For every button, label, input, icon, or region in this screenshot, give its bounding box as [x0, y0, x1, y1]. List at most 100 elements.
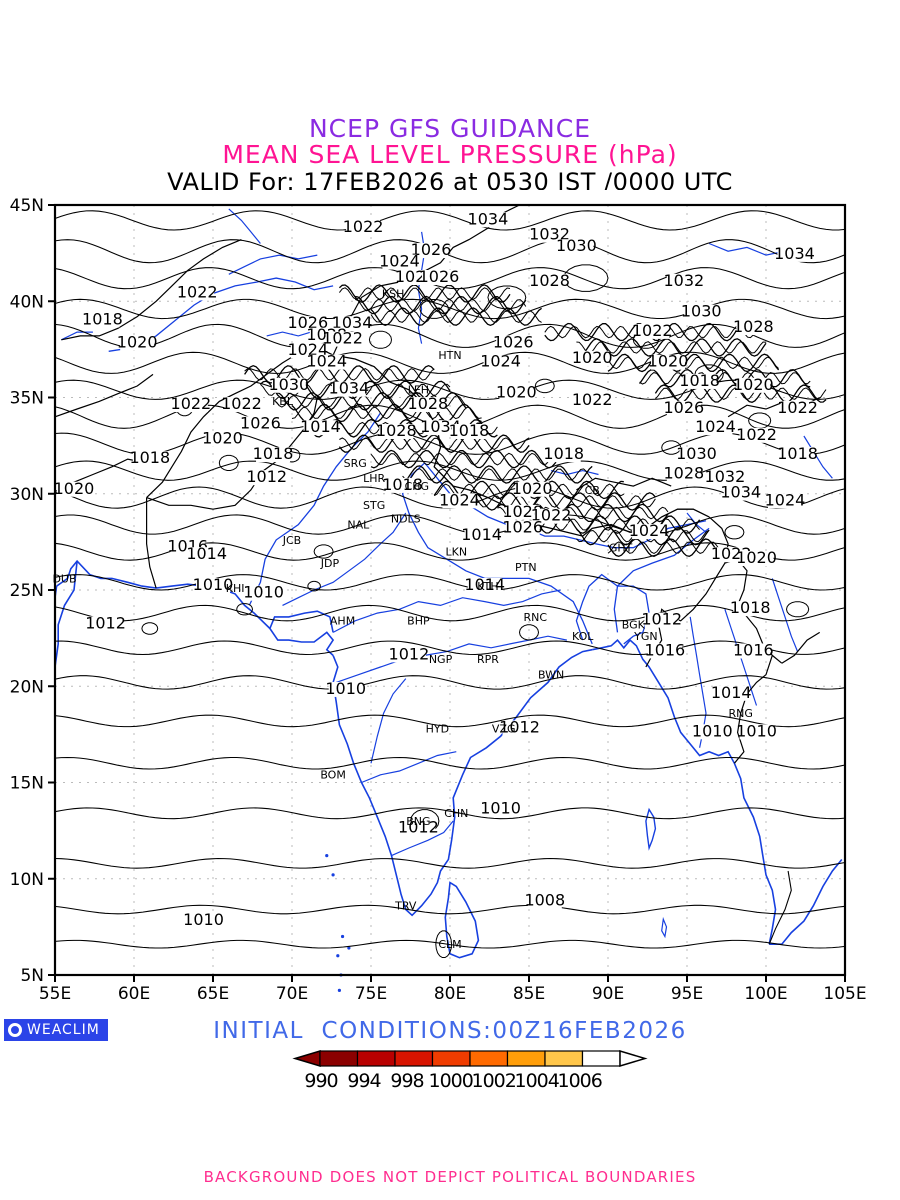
colorbar-segment [581, 1050, 621, 1067]
station-label: KTH [477, 580, 498, 593]
label-mask [401, 820, 436, 836]
label-mask [679, 447, 714, 463]
contour-cell [518, 624, 540, 641]
contour-label: 1024 [306, 352, 347, 371]
title-line-variable: MEAN SEA LEVEL PRESSURE (hPa) [222, 140, 678, 169]
contour-label: 1026 [287, 313, 328, 332]
label-mask [736, 643, 771, 659]
contour-label: 1016 [733, 640, 774, 659]
contour-label: 1024 [629, 521, 670, 540]
label-mask [644, 612, 679, 628]
contour-label: 1020 [512, 479, 553, 498]
label-mask [736, 377, 771, 393]
contour-label: 1030 [268, 375, 309, 394]
contour-label: 1034 [332, 313, 373, 332]
contour-label: 1020 [54, 479, 95, 498]
contour-label: 1028 [408, 394, 449, 413]
station-label: HYD [426, 722, 449, 735]
station-label: BGK [622, 619, 646, 632]
contour-label: 1026 [502, 517, 543, 536]
contour-cell [307, 580, 321, 592]
contour-line [607, 356, 779, 370]
contour-cell [313, 544, 334, 559]
label-mask [505, 504, 540, 520]
label-mask [780, 400, 815, 416]
mekong-river [771, 578, 799, 652]
station-label: RPR [477, 653, 499, 666]
label-mask [290, 343, 325, 359]
colorbar-tick: 1002 [471, 1070, 517, 1092]
y-tick-label: 5N [20, 966, 44, 986]
contour-label: 1018 [82, 309, 123, 328]
contour-label: 1022 [221, 394, 262, 413]
label-mask [467, 578, 502, 593]
label-mask [651, 354, 686, 370]
contour-label: 1026 [240, 413, 281, 432]
contour-line [54, 267, 846, 290]
label-mask [249, 470, 284, 486]
weather-map[interactable]: 1022 1034 1032 1030 1034 1026 1024 1028 1026 1028… [0, 190, 900, 1000]
contour-label: 1034 [468, 209, 509, 228]
x-tick-label: 75E [355, 984, 387, 1000]
label-mask [496, 335, 531, 351]
label-mask [205, 431, 240, 447]
bangladesh-boundary [575, 573, 650, 645]
station-label: HTN [438, 349, 461, 362]
contour-label: 1020 [648, 352, 689, 371]
station-label: BNG [406, 815, 430, 828]
colorbar-tick: 994 [347, 1070, 381, 1092]
gulf-thailand-coast [769, 858, 843, 945]
circle-icon [8, 1023, 22, 1037]
contour-label: 1026 [419, 267, 460, 286]
indus-river [248, 412, 382, 606]
contour-line [576, 341, 767, 354]
contour-label: 1026 [663, 398, 704, 417]
contour-label: 1022 [322, 329, 363, 348]
label-mask [423, 420, 458, 436]
label-mask [464, 527, 499, 543]
contour-label: 1032 [529, 225, 570, 244]
label-mask [85, 312, 120, 328]
label-mask [132, 450, 167, 466]
contour-label: 1022 [177, 282, 218, 301]
label-mask [88, 616, 123, 632]
station-label: GHT [609, 542, 633, 555]
malay-border [768, 870, 792, 945]
contour-label: 1022 [777, 398, 818, 417]
weaclim-logo[interactable]: WEACLIM [4, 1019, 108, 1041]
aral-edge [228, 208, 261, 244]
label-mask [575, 350, 610, 366]
disclaimer-footer: BACKGROUND DOES NOT DEPICT POLITICAL BOU… [203, 1168, 697, 1186]
station-label: TRV [394, 900, 417, 913]
contour-label: 1012 [85, 614, 126, 633]
contour-label: 1010 [480, 798, 521, 817]
label-mask [736, 320, 771, 336]
label-mask [767, 493, 802, 509]
x-tick-label: 95E [671, 984, 703, 1000]
label-mask [325, 331, 360, 347]
contour-label: 1028 [663, 463, 704, 482]
island-dot [336, 954, 340, 958]
label-mask [635, 323, 670, 339]
state-boundary-1 [332, 589, 561, 633]
label-mask [414, 243, 449, 259]
x-tick-label: 105E [823, 984, 866, 1000]
label-mask [707, 470, 742, 486]
contour-line [54, 939, 846, 949]
x-tick-label: 90E [592, 984, 624, 1000]
contour-label: 1014 [711, 683, 752, 702]
station-label: RNC [524, 611, 548, 624]
contour-label: 1012 [398, 818, 439, 837]
contour-cell [236, 603, 254, 616]
colorbar-tick-labels: 990 994 998 1000100210041006 [0, 1070, 900, 1092]
colorbar [0, 1048, 900, 1070]
gridlines [55, 205, 845, 975]
contour-line [370, 452, 561, 466]
label-mask [546, 447, 581, 463]
x-tick-label: 85E [513, 984, 545, 1000]
x-tick-label: 55E [39, 984, 71, 1000]
contour-line [54, 514, 846, 535]
x-tick-label: 80E [434, 984, 466, 1000]
label-mask [246, 585, 281, 601]
